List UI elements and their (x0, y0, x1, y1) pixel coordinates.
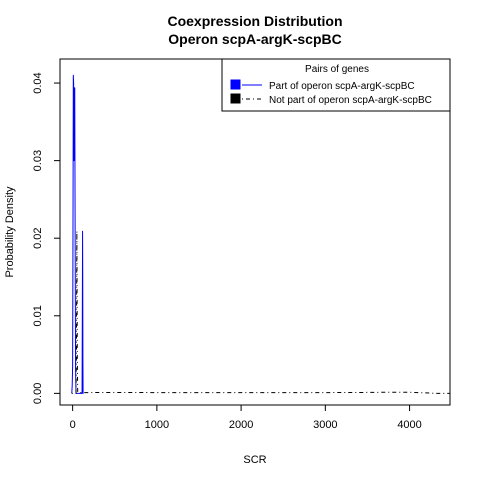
y-tick-label: 0.02 (32, 227, 44, 248)
chart-title: Coexpression Distribution (167, 13, 342, 29)
y-tick-label: 0.01 (32, 305, 44, 326)
legend-title: Pairs of genes (305, 64, 369, 75)
x-tick-label: 4000 (397, 419, 421, 431)
legend-swatch-1 (230, 79, 241, 90)
legend-label-2: Not part of operon scpA-argK-scpBC (269, 95, 432, 106)
legend-items: Part of operon scpA-argK-scpBC Not part o… (230, 79, 432, 106)
legend-swatch-2 (230, 93, 241, 104)
x-tick-label: 2000 (229, 419, 253, 431)
legend: Pairs of genes Part of operon scpA-argK-… (221, 58, 451, 112)
series-line-2 (71, 230, 450, 394)
y-tick-label: 0.00 (32, 383, 44, 404)
x-tick-label: 1000 (145, 419, 169, 431)
legend-label-1: Part of operon scpA-argK-scpBC (269, 81, 415, 92)
series-line-1 (71, 74, 84, 394)
y-tick-label: 0.04 (32, 72, 44, 93)
x-tick-label: 0 (70, 419, 76, 431)
y-tick-label: 0.03 (32, 150, 44, 171)
y-axis: 0.00 0.01 0.02 0.03 0.04 (32, 72, 60, 404)
x-axis-label: SCR (243, 454, 266, 466)
chart-subtitle: Operon scpA-argK-scpBC (168, 31, 341, 47)
y-axis-label: Probability Density (4, 186, 16, 278)
x-axis: 0 1000 2000 3000 4000 (70, 405, 422, 431)
plot-lines (71, 74, 450, 394)
x-tick-label: 3000 (313, 419, 337, 431)
